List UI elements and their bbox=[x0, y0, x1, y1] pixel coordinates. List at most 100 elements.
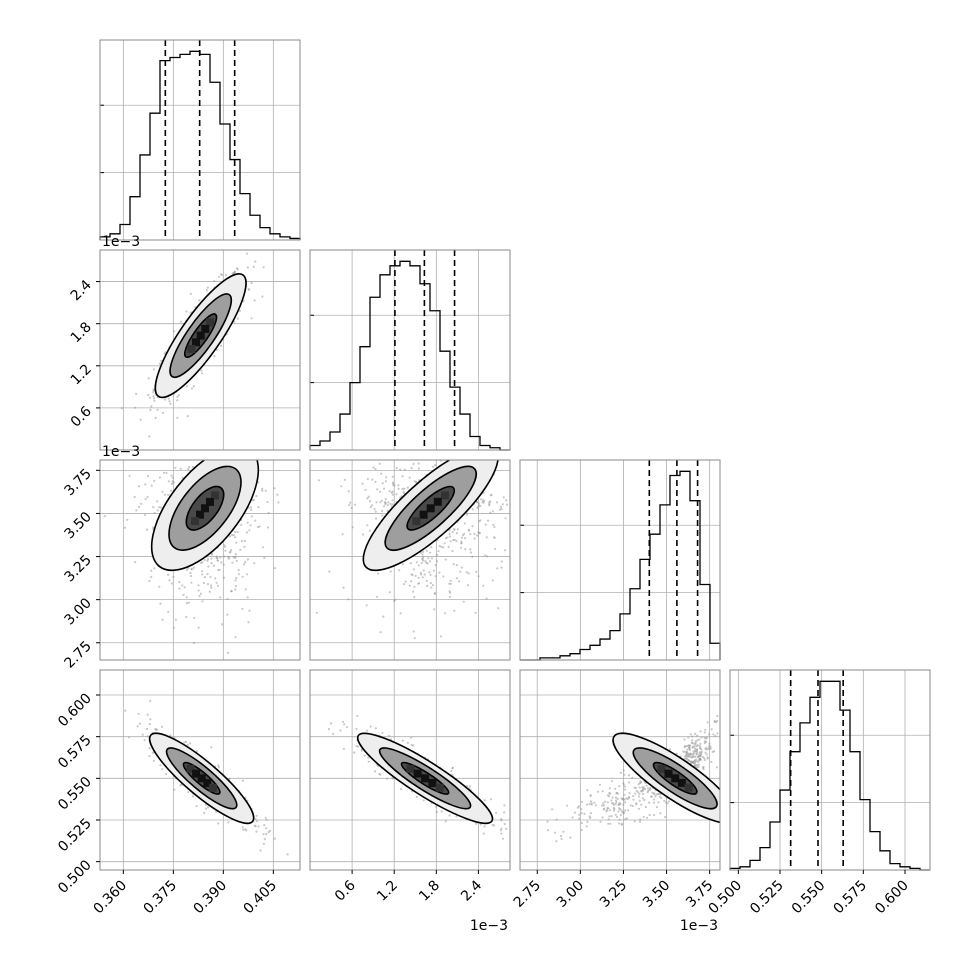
scatter-point bbox=[697, 760, 700, 763]
scatter-point bbox=[698, 738, 701, 741]
scatter-point bbox=[589, 812, 593, 815]
scatter-point bbox=[165, 772, 168, 776]
scatter-point bbox=[696, 734, 699, 737]
scatter-point bbox=[431, 584, 435, 587]
scatter-point bbox=[425, 579, 428, 582]
scatter-point bbox=[664, 815, 667, 819]
scatter-point bbox=[641, 797, 644, 800]
scatter-point bbox=[206, 806, 210, 809]
scatter-point bbox=[152, 368, 155, 371]
scatter-point bbox=[234, 553, 237, 556]
x-tick-label: 0.550 bbox=[789, 878, 829, 918]
scatter-point bbox=[429, 573, 432, 577]
scatter-point bbox=[171, 476, 174, 479]
scatter-point bbox=[609, 822, 612, 825]
scatter-point bbox=[710, 728, 713, 731]
scatter-point bbox=[195, 750, 198, 753]
scatter-point bbox=[156, 408, 159, 411]
scatter-point bbox=[655, 793, 658, 796]
scatter-point bbox=[206, 557, 210, 561]
scatter-point bbox=[588, 802, 591, 806]
scatter-point bbox=[378, 490, 382, 493]
y-tick-label: 0.500 bbox=[55, 857, 95, 897]
scatter-point bbox=[232, 556, 235, 559]
density-cell bbox=[433, 497, 442, 506]
scatter-point bbox=[254, 260, 257, 263]
scatter-point bbox=[203, 558, 206, 562]
scatter-point bbox=[172, 330, 176, 333]
scatter-point bbox=[459, 570, 462, 573]
scatter-point bbox=[169, 734, 172, 737]
scatter-point bbox=[169, 402, 172, 405]
y-tick-label: 0.6 bbox=[68, 403, 95, 430]
scatter-point bbox=[605, 809, 609, 812]
scatter-point bbox=[183, 741, 186, 744]
scatter-point bbox=[183, 586, 186, 589]
scatter-point bbox=[128, 736, 131, 739]
scatter-point bbox=[254, 817, 257, 821]
scatter-point bbox=[350, 506, 353, 510]
scatter-point bbox=[702, 765, 705, 769]
scatter-point bbox=[235, 559, 238, 563]
scatter-point bbox=[176, 395, 179, 398]
scatter-point bbox=[273, 567, 276, 570]
scatter-point bbox=[355, 745, 358, 748]
scatter-point bbox=[249, 524, 252, 527]
scatter-point bbox=[716, 732, 719, 735]
scatter-point bbox=[618, 807, 621, 810]
scatter-point bbox=[203, 811, 206, 815]
scatter-point bbox=[277, 501, 280, 504]
scatter-point bbox=[198, 299, 201, 302]
scatter-point bbox=[226, 598, 229, 601]
scatter-point bbox=[453, 609, 456, 612]
scatter-point bbox=[610, 815, 613, 818]
x-tick-label: 0.500 bbox=[705, 878, 745, 918]
scatter-point bbox=[710, 760, 713, 764]
scatter-point bbox=[403, 468, 406, 471]
scatter-point bbox=[201, 573, 204, 576]
scatter-point bbox=[176, 399, 179, 402]
scatter-point bbox=[343, 723, 346, 726]
scatter-point bbox=[450, 769, 453, 773]
scatter-point bbox=[146, 528, 149, 531]
scatter-point bbox=[266, 526, 270, 529]
scatter-point bbox=[149, 699, 152, 703]
scatter-point bbox=[189, 292, 192, 295]
scatter-point bbox=[622, 783, 625, 786]
scatter-point bbox=[589, 794, 592, 797]
scatter-point bbox=[696, 748, 699, 751]
scatter-point bbox=[406, 486, 409, 489]
scatter-point bbox=[349, 501, 352, 504]
scatter-point bbox=[499, 505, 503, 508]
density-cell bbox=[421, 774, 430, 783]
scatter-point bbox=[148, 755, 151, 758]
panel-frame bbox=[99, 39, 301, 241]
scatter-point bbox=[242, 563, 246, 566]
scatter-point bbox=[491, 579, 494, 582]
scatter-point bbox=[699, 751, 702, 754]
scatter-point bbox=[440, 545, 443, 548]
scatter-point bbox=[219, 556, 222, 559]
scatter-point bbox=[167, 493, 170, 496]
scatter-point bbox=[379, 631, 382, 634]
scatter-point bbox=[602, 808, 605, 811]
scatter-point bbox=[683, 750, 687, 753]
scatter-point bbox=[577, 805, 580, 808]
x-axis-2: 0.6 1.2 1.8 2.4 1e−3 bbox=[332, 870, 508, 934]
x-tick-label: 3.50 bbox=[640, 878, 673, 911]
panel-frame bbox=[729, 669, 931, 871]
scatter-point bbox=[185, 310, 188, 313]
scatter-point bbox=[347, 490, 350, 493]
scatter-point bbox=[635, 802, 638, 805]
scatter-point bbox=[224, 545, 227, 548]
x-tick-label: 0.6 bbox=[332, 877, 359, 904]
scatter-point bbox=[619, 813, 623, 817]
scatter-point bbox=[237, 573, 240, 576]
scatter-point bbox=[713, 750, 716, 753]
scatter-point bbox=[251, 499, 254, 502]
scatter-point bbox=[262, 833, 265, 836]
scatter-point bbox=[241, 779, 244, 782]
scatter-point bbox=[644, 805, 648, 809]
scatter-panel-1-4 bbox=[99, 669, 301, 871]
scatter-point bbox=[417, 576, 420, 580]
